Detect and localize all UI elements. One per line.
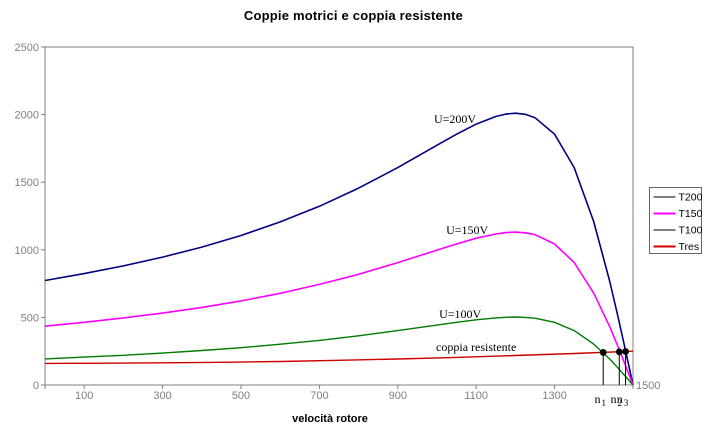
x-axis-end-label: 1500 bbox=[636, 380, 660, 392]
curve-label: coppia resistente bbox=[436, 340, 516, 354]
x-tick-label: 300 bbox=[153, 390, 171, 402]
legend-label-T150: T150 bbox=[679, 208, 703, 220]
series-T100 bbox=[44, 316, 634, 386]
chart-title: Coppie motrici e coppia resistente bbox=[243, 8, 464, 23]
legend-box bbox=[649, 187, 702, 254]
x-tick-label: 900 bbox=[389, 390, 407, 402]
x-tick-label: 500 bbox=[232, 390, 250, 402]
intersection-dot bbox=[599, 349, 607, 356]
series-T150 bbox=[44, 231, 634, 386]
y-tick-label: 1500 bbox=[15, 177, 39, 189]
y-tick-label: 500 bbox=[21, 312, 39, 324]
series-Tres bbox=[44, 350, 634, 365]
plot-border bbox=[44, 46, 634, 386]
x-tick-label: 100 bbox=[75, 390, 93, 402]
x-tick-label: 700 bbox=[310, 390, 328, 402]
intersection-dot bbox=[615, 348, 623, 356]
marker-label: n1 bbox=[594, 392, 606, 408]
legend-label-Tres: Tres bbox=[679, 241, 700, 253]
y-tick-label: 2000 bbox=[15, 110, 39, 122]
y-tick-label: 2500 bbox=[15, 42, 39, 54]
x-tick-label: 1100 bbox=[464, 390, 488, 402]
legend-label-T100: T100 bbox=[679, 225, 703, 237]
curve-label: U=100V bbox=[439, 307, 481, 321]
x-axis-title: velocità rotore bbox=[292, 413, 368, 425]
y-tick-label: 1000 bbox=[15, 245, 39, 257]
curve-label: U=200V bbox=[434, 112, 476, 126]
legend-label-T200: T200 bbox=[679, 192, 703, 204]
series-T200 bbox=[44, 112, 634, 386]
x-tick-label: 1300 bbox=[542, 390, 566, 402]
marker-label: n2 bbox=[611, 392, 623, 408]
curve-label: U=150V bbox=[446, 223, 488, 237]
marker-label: n3 bbox=[617, 392, 629, 408]
intersection-dot bbox=[622, 348, 629, 355]
y-tick-label: 0 bbox=[33, 380, 39, 392]
